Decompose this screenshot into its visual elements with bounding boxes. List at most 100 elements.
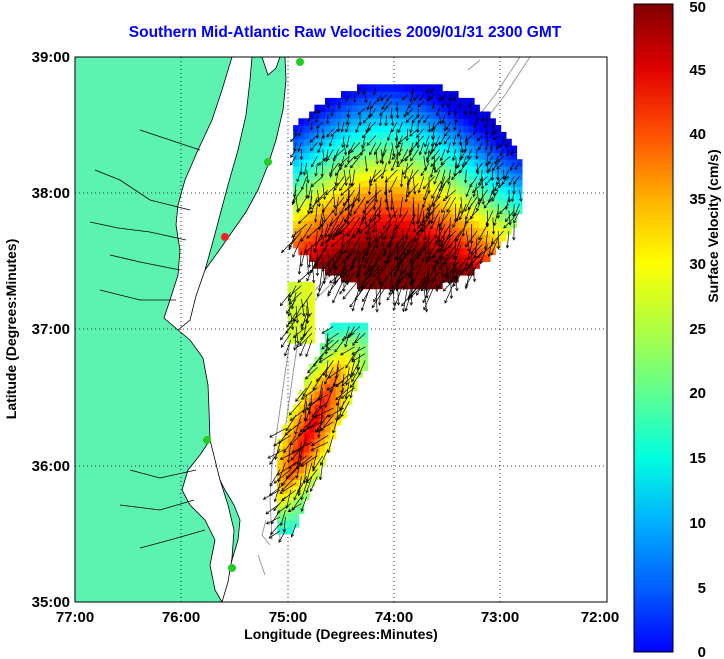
velocity-vector-arrow (307, 244, 313, 269)
velocity-cell (293, 166, 299, 174)
velocity-cell (325, 234, 331, 242)
velocity-cell (388, 179, 395, 187)
velocity-vector-arrow (423, 217, 428, 241)
velocity-vector-arrow (496, 169, 500, 181)
velocity-cell (325, 125, 331, 133)
velocity-vector-arrow (356, 251, 366, 278)
velocity-vector-arrow (349, 326, 361, 336)
velocity-cell (479, 172, 486, 181)
velocity-vector-arrow (344, 230, 355, 254)
velocity-cell (277, 465, 284, 474)
velocity-vector-arrow (368, 169, 382, 183)
velocity-cell (426, 104, 432, 113)
velocity-vector-arrow (350, 244, 361, 270)
velocity-cell (399, 220, 406, 228)
velocity-cell (399, 152, 406, 160)
velocity-vector-arrow (496, 230, 501, 250)
velocity-cell (463, 234, 470, 242)
velocity-cell (282, 445, 289, 453)
velocity-vector-arrow (388, 265, 393, 293)
velocity-cell (309, 384, 315, 392)
velocity-vector-arrow (282, 517, 286, 533)
velocity-cell (388, 91, 395, 99)
velocity-cell (341, 234, 347, 242)
velocity-cell (335, 213, 342, 222)
velocity-vector-arrow (509, 162, 515, 171)
velocity-cell (383, 261, 390, 269)
velocity-cell (388, 254, 395, 262)
velocity-cell (293, 336, 299, 344)
velocity-cell (394, 145, 401, 153)
velocity-cell (357, 240, 363, 249)
velocity-cell (436, 172, 443, 181)
velocity-cell (362, 111, 369, 119)
velocity-vector-arrow (320, 414, 334, 432)
velocity-vector-arrow (315, 128, 320, 139)
velocity-vector-arrow (293, 333, 297, 351)
velocity-vector-arrow (349, 373, 361, 389)
velocity-cell (319, 125, 326, 133)
velocity-cell (474, 131, 480, 140)
velocity-cell (325, 377, 331, 385)
velocity-vector-arrow (476, 135, 483, 142)
velocity-vector-arrow (470, 237, 483, 255)
velocity-cell (378, 227, 385, 235)
velocity-cell (426, 247, 432, 256)
velocity-cell (468, 145, 475, 153)
velocity-vector-arrow (314, 414, 329, 433)
x-tick-label: 75:00 (269, 609, 307, 626)
velocity-vector-arrow (373, 278, 387, 303)
velocity-cell (463, 138, 470, 147)
velocity-vector-arrow (324, 217, 334, 238)
velocity-vector-arrow (396, 135, 403, 149)
velocity-cell (335, 390, 342, 399)
velocity-cell (330, 363, 337, 371)
velocity-vector-arrow (469, 108, 473, 116)
velocity-vector-arrow (335, 373, 350, 388)
velocity-vector-arrow (431, 101, 435, 110)
velocity-cell (357, 343, 363, 351)
velocity-cell (330, 418, 337, 426)
velocity-cell (330, 268, 337, 276)
velocity-cell (474, 138, 480, 147)
velocity-vector-arrow (437, 264, 451, 289)
velocity-cell (303, 227, 310, 235)
velocity-vector-arrow (464, 155, 472, 166)
velocity-cell (452, 172, 459, 181)
velocity-cell (415, 213, 422, 222)
velocity-vector-arrow (419, 94, 425, 101)
velocity-cell (500, 206, 507, 215)
velocity-vector-arrow (309, 142, 318, 152)
velocity-cell (415, 186, 422, 194)
velocity-cell (287, 418, 294, 426)
velocity-vector-arrow (383, 244, 403, 264)
velocity-cell (383, 227, 390, 235)
colorbar (633, 3, 674, 653)
velocity-cell (298, 465, 305, 474)
velocity-vector-arrow (336, 387, 345, 407)
velocity-vector-arrow (369, 142, 377, 156)
velocity-vector-arrow (310, 435, 329, 447)
velocity-vector-arrow (322, 360, 334, 376)
velocity-cell (388, 281, 395, 290)
velocity-cell (490, 145, 496, 153)
velocity-cell (436, 206, 443, 215)
velocity-vector-arrow (300, 312, 313, 327)
velocity-vector-arrow (405, 114, 414, 123)
velocity-cell (309, 438, 315, 446)
velocity-vector-arrow (407, 169, 419, 184)
velocity-cell (309, 336, 315, 344)
velocity-vector-arrow (485, 128, 489, 136)
x-axis-label: Longitude (Degrees:Minutes) (244, 626, 438, 642)
velocity-cell (293, 220, 299, 228)
plot-frame (74, 56, 608, 603)
velocity-vector-arrow (401, 285, 419, 307)
velocity-cell (351, 220, 358, 228)
velocity-vector-arrow (431, 142, 440, 152)
velocity-vector-arrow (506, 149, 510, 157)
velocity-vector-arrow (420, 210, 425, 233)
velocity-cell (325, 254, 331, 262)
velocity-vector-arrow (380, 162, 387, 180)
velocity-cell (293, 418, 299, 426)
velocity-cell (410, 240, 417, 249)
